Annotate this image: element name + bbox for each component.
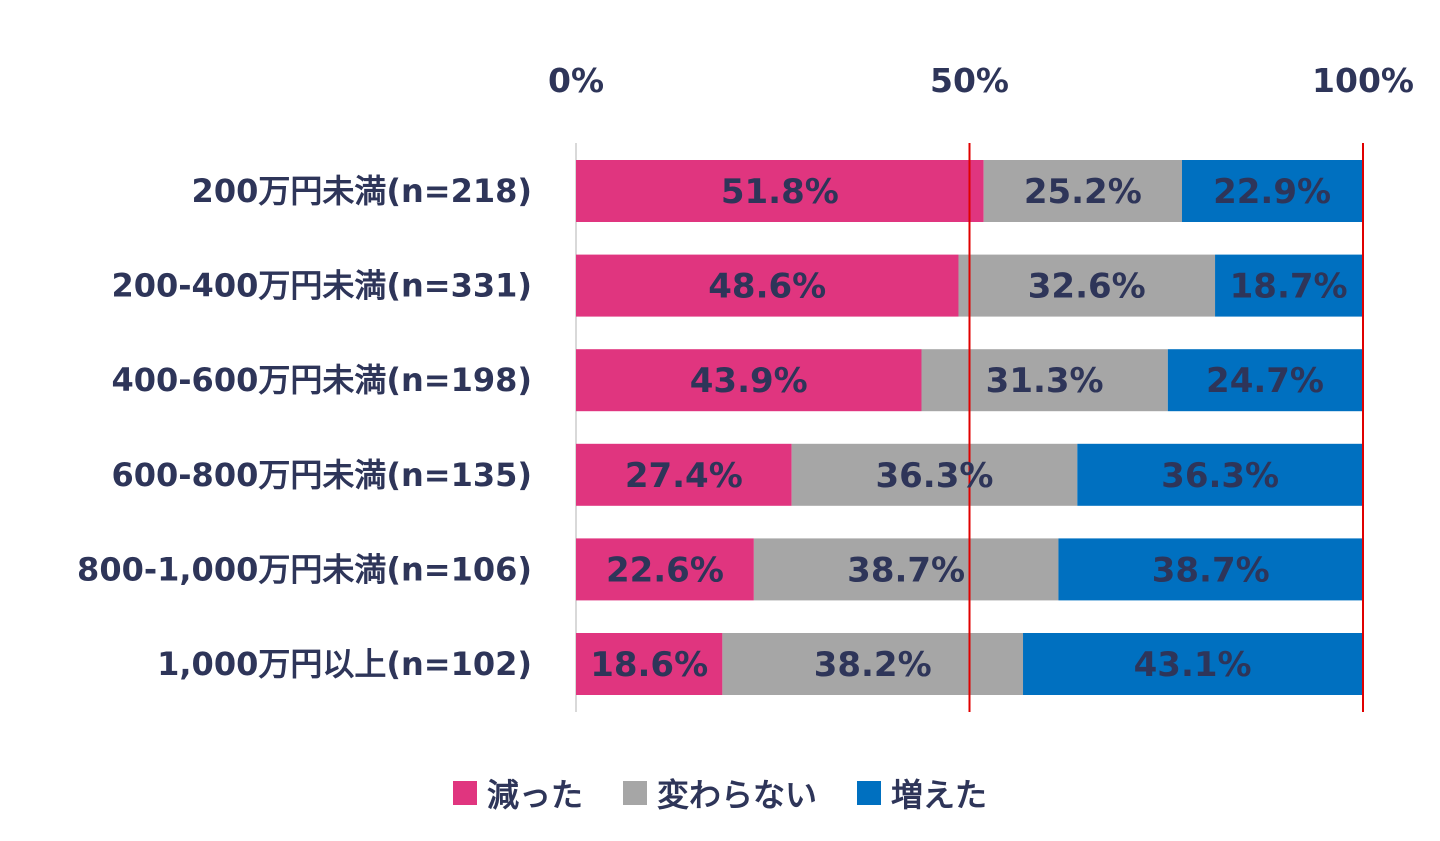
legend-label: 増えた xyxy=(891,776,988,814)
data-label: 31.3% xyxy=(986,361,1104,401)
legend-label: 変わらない xyxy=(656,776,817,814)
bars xyxy=(576,160,1363,695)
bar-segment-unchanged xyxy=(791,443,1078,506)
legend-label: 減った xyxy=(486,776,583,814)
legend-item-unchanged: 変わらない xyxy=(622,770,817,816)
x-tick-label: 0% xyxy=(548,61,604,100)
bar-segment-decreased xyxy=(576,254,959,317)
data-label: 27.4% xyxy=(625,456,743,496)
bar-segment-increased xyxy=(1215,254,1363,317)
data-labels: 51.8% 25.2% 22.9% 48.6% 32.6% 18.7% 43.9% 31.3%… xyxy=(590,172,1347,685)
bar-segment-unchanged xyxy=(983,160,1182,222)
category-label: 1,000万円以上(n=102) xyxy=(157,645,532,683)
data-label: 24.7% xyxy=(1206,361,1324,401)
data-label: 36.3% xyxy=(1161,456,1279,496)
data-label: 22.6% xyxy=(606,550,724,590)
data-label: 22.9% xyxy=(1213,172,1331,212)
bar-segment-decreased xyxy=(576,538,754,601)
legend: 減った 変わらない 増えた xyxy=(0,770,1440,816)
bar-segment-increased xyxy=(1058,538,1363,601)
bar-segment-increased xyxy=(1023,633,1363,695)
bar-segment-decreased xyxy=(576,633,723,695)
bar-segment-increased xyxy=(1077,443,1363,506)
data-label: 38.7% xyxy=(1152,550,1270,590)
data-label: 25.2% xyxy=(1024,172,1142,212)
bar-segment-unchanged xyxy=(958,254,1216,317)
x-axis-ticks: 0% 50% 100% xyxy=(548,61,1414,712)
data-label: 43.1% xyxy=(1134,645,1252,685)
legend-swatch xyxy=(857,781,881,805)
bar-segment-unchanged xyxy=(753,538,1059,601)
data-label: 38.2% xyxy=(814,645,932,685)
x-tick-label: 50% xyxy=(930,61,1009,100)
bar-segment-unchanged xyxy=(921,349,1168,412)
data-label: 38.7% xyxy=(847,550,965,590)
data-label: 43.9% xyxy=(690,361,808,401)
bar-segment-increased xyxy=(1181,160,1363,222)
data-label: 18.6% xyxy=(590,645,708,685)
data-label: 18.7% xyxy=(1230,267,1348,307)
reference-lines xyxy=(968,143,1364,712)
bar-segment-increased xyxy=(1167,349,1363,412)
category-label: 200-400万円未満(n=331) xyxy=(111,267,532,305)
bar-segment-decreased xyxy=(576,443,792,506)
stacked-bar-chart: 0% 50% 100% 200万円未満(n=218) 200-400万円未満(n=33… xyxy=(77,61,1414,712)
category-label: 400-600万円未満(n=198) xyxy=(111,361,532,399)
legend-swatch xyxy=(452,781,477,805)
legend-swatch xyxy=(622,781,647,805)
bar-segment-unchanged xyxy=(722,633,1024,695)
category-label: 600-800万円未満(n=135) xyxy=(111,456,532,494)
data-label: 36.3% xyxy=(875,456,993,496)
bar-segment-decreased xyxy=(576,160,984,222)
bar-segment-decreased xyxy=(576,349,922,412)
legend-item-increased: 増えた xyxy=(857,770,987,816)
data-label: 48.6% xyxy=(708,267,826,307)
data-label: 51.8% xyxy=(721,172,839,212)
data-label: 32.6% xyxy=(1028,267,1146,307)
legend-item-decreased: 減った xyxy=(452,770,583,816)
category-labels: 200万円未満(n=218) 200-400万円未満(n=331) 400-600万… xyxy=(77,172,532,683)
category-label: 200万円未満(n=218) xyxy=(192,172,532,210)
x-tick-label: 100% xyxy=(1312,61,1414,100)
category-label: 800-1,000万円未満(n=106) xyxy=(77,550,532,588)
